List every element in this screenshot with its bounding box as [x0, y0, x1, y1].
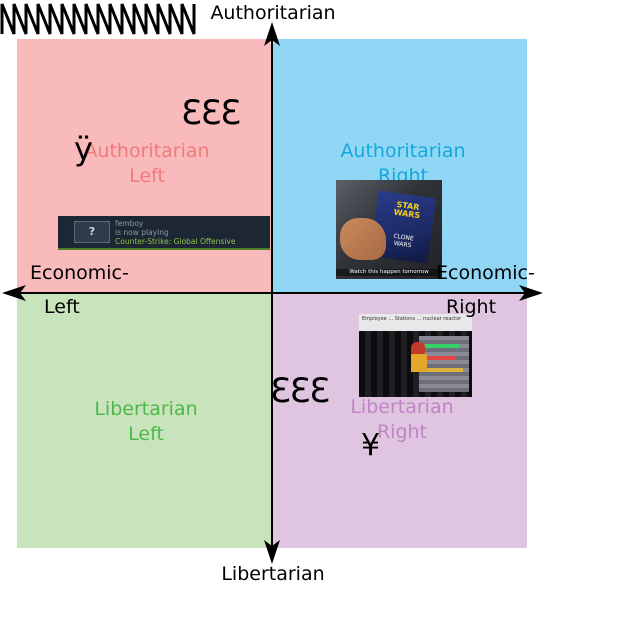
character-body — [411, 354, 427, 372]
axis-label-bottom: Libertarian — [221, 563, 325, 585]
label-libertarian-right: Libertarian Right — [302, 395, 502, 445]
label-libertarian-left: Libertarian Left — [46, 397, 246, 447]
quadrant-libertarian-left — [17, 294, 272, 548]
steam-status: is now playing — [115, 228, 169, 237]
arrow-right-icon — [519, 285, 543, 301]
steam-card-text: femboy is now playing Counter-Strike: Gl… — [115, 219, 235, 246]
label-line1: Libertarian — [94, 398, 198, 420]
glyph-y-umlaut: ÿ — [74, 130, 93, 168]
axis-label-top: Authoritarian — [210, 2, 336, 24]
arrow-down-icon — [264, 540, 280, 564]
steam-username: femboy — [115, 219, 144, 228]
axis-label-left-line2: Left — [44, 296, 80, 318]
quadrant-authoritarian-left — [17, 39, 272, 294]
hand-shape — [340, 218, 386, 260]
glyph-yen: ¥ — [361, 428, 381, 463]
axis-label-left-line1: Economic- — [30, 262, 129, 284]
label-line1: Libertarian — [350, 396, 454, 418]
panel-light-red — [425, 356, 455, 360]
arrow-left-icon — [2, 285, 26, 301]
axis-label-right-line2: Right — [446, 296, 497, 318]
panel-light-yellow — [425, 368, 463, 372]
photo-caption: Watch this happen tomorrow — [336, 269, 442, 276]
character-head — [411, 342, 425, 354]
panel-light-green — [425, 344, 459, 348]
label-line2: Left — [129, 165, 165, 187]
label-line1: Authoritarian — [340, 140, 466, 162]
label-line2: Right — [376, 421, 428, 443]
star-wars-card-photo: STAR WARS CLONE WARS Watch this happen t… — [336, 180, 442, 279]
steam-avatar: ? — [74, 221, 110, 243]
label-line1: Authoritarian — [84, 140, 210, 162]
game-caption: Employee ... Stations ... nuclear reacto… — [359, 314, 472, 331]
zigzag-scribble — [0, 3, 196, 35]
arrow-up-icon — [264, 22, 280, 46]
label-line2: Left — [128, 423, 164, 445]
game-screenshot: Employee ... Stations ... nuclear reacto… — [359, 314, 472, 397]
axis-label-right-line1: Economic- — [436, 262, 535, 284]
steam-now-playing-card: ? femboy is now playing Counter-Strike: … — [58, 216, 270, 250]
steam-game: Counter-Strike: Global Offensive — [115, 237, 236, 246]
label-authoritarian-left: Authoritarian Left — [47, 139, 247, 189]
